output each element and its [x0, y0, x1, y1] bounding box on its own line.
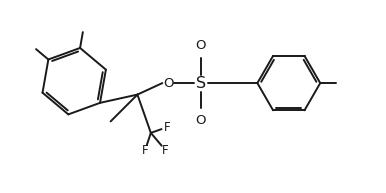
Text: S: S [196, 76, 206, 91]
Text: F: F [164, 121, 170, 134]
Text: O: O [195, 39, 206, 52]
Text: O: O [195, 114, 206, 127]
Text: F: F [162, 144, 169, 157]
Text: F: F [142, 144, 148, 157]
Text: O: O [163, 77, 173, 90]
